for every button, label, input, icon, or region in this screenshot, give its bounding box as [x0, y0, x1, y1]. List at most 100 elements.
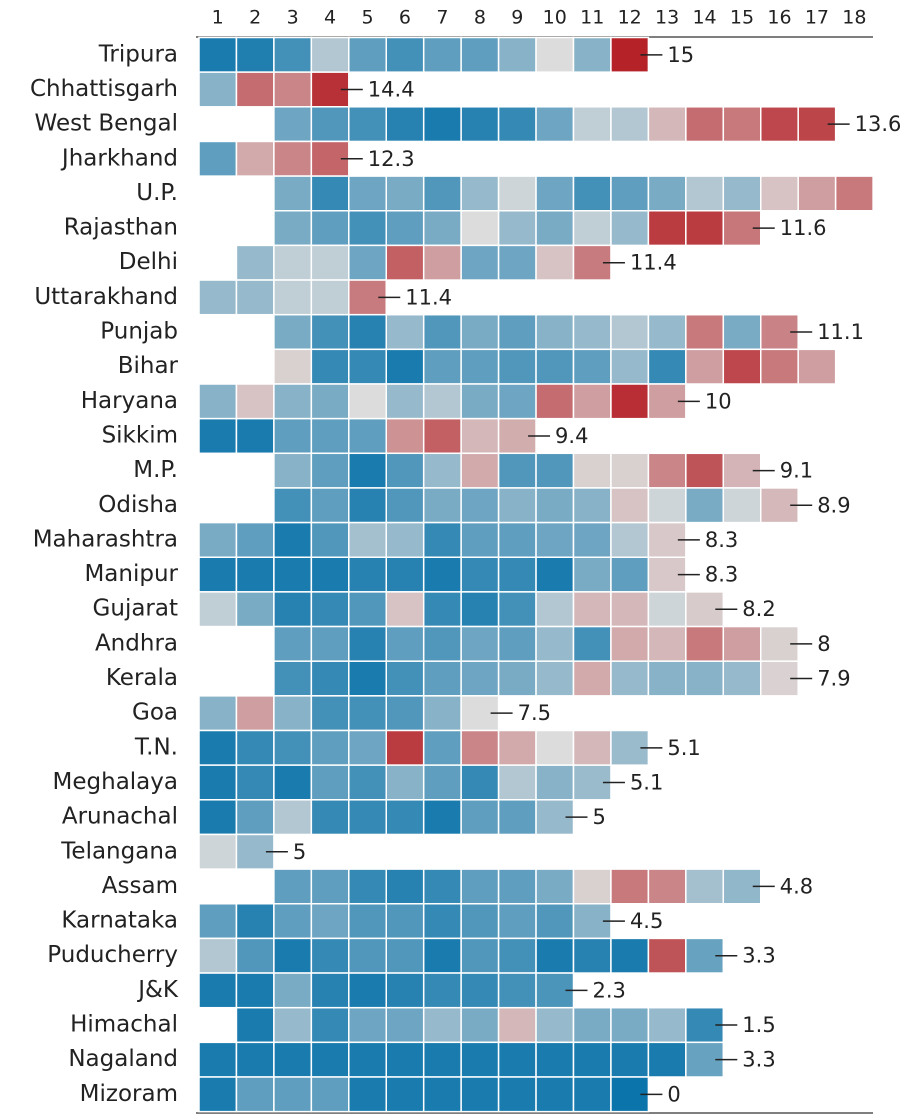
row-label: Haryana — [81, 388, 178, 414]
cell — [497, 175, 537, 212]
cell — [235, 833, 275, 870]
cell — [685, 313, 725, 351]
cell — [610, 106, 650, 143]
cell — [610, 210, 650, 247]
cell — [273, 799, 313, 836]
cell — [685, 660, 725, 697]
cell — [273, 487, 313, 524]
cell — [572, 521, 612, 558]
value-label: 3.3 — [742, 944, 775, 968]
cell — [385, 36, 425, 73]
cell — [497, 244, 537, 281]
value-label: 4.8 — [780, 874, 813, 898]
row-label: Uttarakhand — [34, 284, 178, 310]
cell — [610, 1041, 650, 1078]
cell — [235, 972, 275, 1009]
cell — [273, 71, 313, 108]
cell — [422, 106, 462, 143]
cell — [235, 521, 275, 558]
row-label: Arunachal — [62, 804, 178, 830]
column-label: 18 — [842, 7, 866, 29]
cell — [235, 764, 275, 801]
cell — [273, 1041, 313, 1078]
cell — [422, 1006, 462, 1044]
cell — [348, 521, 387, 558]
row-label: Bihar — [118, 353, 179, 379]
cell — [385, 937, 425, 974]
cell — [198, 279, 238, 316]
column-label: 16 — [767, 7, 791, 29]
cell — [348, 487, 387, 524]
cell — [310, 591, 350, 628]
cell — [198, 799, 238, 836]
cell — [198, 383, 238, 420]
cell — [273, 903, 313, 940]
cell — [273, 1076, 313, 1113]
cell — [385, 383, 425, 420]
cell — [647, 452, 687, 489]
row-label: Kerala — [106, 665, 178, 691]
cell — [385, 106, 425, 143]
cell — [647, 348, 687, 385]
row-label: U.P. — [136, 180, 178, 206]
cell — [235, 729, 275, 766]
cell — [610, 521, 650, 558]
cell — [310, 417, 350, 455]
cell — [685, 175, 725, 212]
cell — [647, 210, 687, 247]
cell — [198, 1041, 238, 1078]
cell — [385, 764, 425, 801]
cell — [235, 937, 275, 974]
cell — [348, 1076, 387, 1113]
cell — [535, 764, 575, 801]
cell — [460, 487, 500, 524]
cell — [348, 625, 387, 662]
cell — [273, 764, 313, 801]
cell — [535, 383, 575, 420]
cell — [460, 1041, 500, 1078]
cell — [535, 1041, 575, 1078]
cell — [310, 1041, 350, 1078]
cell — [834, 175, 874, 212]
cell — [273, 348, 313, 385]
cell — [348, 348, 387, 385]
cell — [348, 868, 387, 905]
cell — [385, 868, 425, 905]
cell — [422, 660, 462, 697]
cell — [273, 383, 313, 420]
column-label: 3 — [287, 7, 299, 29]
cell — [310, 556, 350, 593]
cell — [198, 937, 238, 974]
cell — [385, 591, 425, 628]
cell — [460, 348, 500, 385]
cell — [647, 625, 687, 662]
column-label: 6 — [399, 7, 411, 29]
cell — [572, 313, 612, 351]
value-label: 9.4 — [555, 424, 588, 448]
value-label: 12.3 — [368, 147, 415, 171]
cell — [198, 833, 238, 870]
cell — [535, 1076, 575, 1113]
cell — [535, 210, 575, 247]
cell — [273, 106, 313, 143]
cell — [273, 972, 313, 1009]
cell — [235, 556, 275, 593]
cell — [273, 417, 313, 455]
value-label: 8.3 — [705, 563, 738, 587]
cell — [422, 521, 462, 558]
cell — [535, 1006, 575, 1044]
cell — [497, 1041, 537, 1078]
row-label: Andhra — [95, 630, 178, 656]
cell — [422, 417, 462, 455]
cell — [497, 106, 537, 143]
cell — [348, 1006, 387, 1044]
cell — [797, 175, 837, 212]
cell — [460, 903, 500, 940]
cell — [497, 36, 537, 73]
column-label: 11 — [580, 7, 604, 29]
cell — [422, 695, 462, 732]
row-label: Odisha — [98, 492, 178, 518]
cell — [722, 487, 762, 524]
cell — [572, 1076, 612, 1113]
cell — [385, 452, 425, 489]
